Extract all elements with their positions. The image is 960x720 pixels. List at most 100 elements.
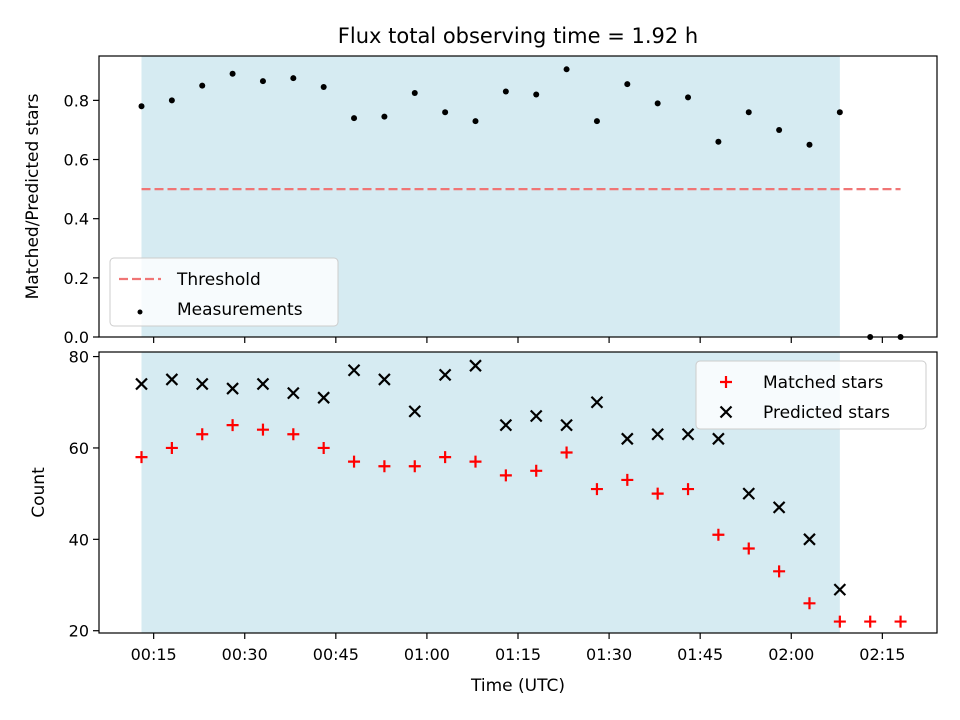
- legend-measurement-swatch: [137, 309, 143, 315]
- measurement-point: [745, 109, 752, 116]
- matched-stars-point: [469, 455, 482, 468]
- legend: Matched stars Predicted stars: [695, 360, 927, 430]
- legend-label: Matched stars: [763, 373, 883, 393]
- chart-title: Flux total observing time = 1.92 h: [338, 24, 698, 48]
- legend-label: Threshold: [176, 270, 261, 290]
- measurement-point: [472, 118, 479, 125]
- legend: Threshold Measurements: [109, 257, 339, 327]
- predicted-stars-point: [681, 427, 695, 441]
- matched-stars-point: [408, 460, 421, 473]
- y-tick-label: 0.6: [64, 151, 89, 170]
- x-tick-label: 00:30: [222, 645, 268, 664]
- legend-label: Measurements: [177, 300, 303, 320]
- measurement-point: [351, 115, 358, 122]
- predicted-stars-point: [195, 377, 209, 391]
- measurement-point: [836, 109, 843, 116]
- matched-stars-point: [803, 597, 816, 610]
- measurement-point: [320, 84, 327, 91]
- predicted-stars-point: [833, 583, 847, 596]
- matched-stars-point: [864, 615, 877, 628]
- measurement-point: [776, 126, 783, 133]
- ratio-panel: 0.0 0.2 0.4 0.6 0.8 Matched/Predicted stars Th…: [23, 55, 938, 347]
- matched-stars-point: [196, 428, 209, 441]
- measurement-point: [502, 88, 509, 95]
- measurement-point: [199, 82, 206, 89]
- y-tick-label: 80: [69, 348, 89, 367]
- predicted-stars-point: [438, 368, 452, 382]
- measurement-point: [168, 97, 175, 104]
- measurement-point: [593, 118, 600, 125]
- matched-stars-point: [590, 483, 603, 496]
- measurement-point: [442, 109, 449, 116]
- matched-stars-point: [530, 464, 543, 477]
- x-tick-label: 01:15: [495, 645, 541, 664]
- count-panel: 20 40 60 80 00:15 00:30 00:45 01:00 01:15 01:30 01…: [29, 348, 938, 664]
- legend-label: Predicted stars: [763, 403, 890, 423]
- y-tick-label: 0.2: [64, 269, 89, 288]
- predicted-stars-point: [742, 487, 756, 500]
- predicted-stars-point: [378, 373, 391, 386]
- predicted-stars-point: [621, 432, 634, 446]
- y-tick-label: 60: [69, 439, 89, 458]
- matched-stars-point: [833, 615, 846, 628]
- matched-stars-point: [135, 451, 148, 464]
- legend-box: [695, 360, 927, 430]
- measurement-point: [563, 66, 570, 73]
- matched-stars-point: [317, 441, 330, 454]
- measurement-point: [411, 89, 418, 96]
- matched-stars-point: [894, 615, 907, 628]
- predicted-stars-point: [590, 395, 604, 409]
- predicted-stars-point: [226, 382, 239, 395]
- predicted-stars-point: [803, 533, 816, 546]
- matched-stars-point: [165, 441, 178, 454]
- predicted-stars-point: [469, 359, 482, 372]
- matched-stars-point: [226, 419, 239, 432]
- legend-box: [109, 257, 339, 327]
- measurement-point: [381, 113, 388, 120]
- y-axis-label: Count: [29, 467, 49, 518]
- predicted-stars-point: [651, 427, 664, 441]
- predicted-stars-point: [287, 386, 300, 400]
- matched-stars-point: [682, 483, 695, 496]
- y-tick-label: 0.0: [64, 328, 89, 347]
- predicted-stars-point: [135, 377, 148, 391]
- matched-stars-point: [651, 487, 664, 500]
- matched-stars-point: [499, 469, 512, 482]
- x-tick-label: 00:15: [131, 645, 177, 664]
- matched-stars-point: [742, 542, 755, 555]
- measurement-point: [290, 75, 297, 82]
- predicted-stars-point: [529, 409, 543, 423]
- matched-stars-point: [287, 428, 300, 441]
- measurement-point: [685, 94, 692, 101]
- measurement-point: [229, 70, 236, 77]
- y-tick-label: 20: [69, 622, 89, 641]
- measurement-point: [715, 138, 722, 145]
- measurement-point: [654, 100, 661, 107]
- y-tick-label: 0.4: [64, 210, 89, 229]
- matched-stars-point: [712, 528, 725, 541]
- y-tick-label: 40: [69, 530, 89, 549]
- x-tick-label: 01:00: [404, 645, 450, 664]
- x-tick-label: 01:45: [677, 645, 723, 664]
- legend-predicted-swatch: [719, 405, 733, 419]
- predicted-stars-point: [256, 377, 270, 391]
- x-tick-label: 00:45: [313, 645, 359, 664]
- x-tick-label: 02:15: [859, 645, 905, 664]
- matched-stars-point: [348, 455, 361, 468]
- matched-stars-point: [378, 460, 391, 473]
- x-tick-label: 01:30: [586, 645, 632, 664]
- matched-stars-point: [439, 451, 452, 464]
- predicted-stars-point: [499, 418, 513, 432]
- matched-stars-point: [621, 473, 634, 486]
- predicted-stars-point: [317, 391, 330, 404]
- measurement-point: [259, 78, 266, 85]
- y-axis-label: Matched/Predicted stars: [23, 93, 43, 299]
- y-tick-label: 0.8: [64, 91, 89, 110]
- matched-stars-point: [560, 446, 573, 459]
- legend-matched-swatch: [720, 376, 732, 388]
- measurement-point: [533, 91, 540, 98]
- predicted-stars-point: [347, 363, 361, 377]
- predicted-stars-point: [712, 432, 725, 446]
- predicted-stars-point: [408, 405, 422, 418]
